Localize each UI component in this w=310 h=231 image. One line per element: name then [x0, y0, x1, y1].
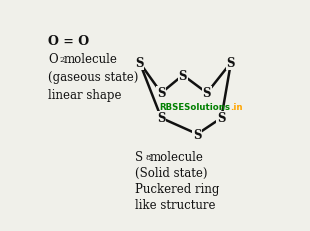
Text: S: S — [203, 87, 211, 100]
Text: molecule: molecule — [150, 150, 204, 163]
Text: .in: .in — [230, 102, 242, 111]
Text: 2: 2 — [59, 55, 64, 63]
Text: S: S — [217, 112, 226, 125]
Text: Puckered ring: Puckered ring — [135, 182, 219, 195]
Text: like structure: like structure — [135, 198, 215, 211]
Text: S: S — [157, 87, 166, 100]
Text: S: S — [179, 69, 187, 82]
Text: linear shape: linear shape — [48, 88, 122, 101]
Text: molecule: molecule — [64, 53, 117, 66]
Text: S: S — [135, 57, 144, 70]
Text: O = O: O = O — [48, 35, 90, 48]
Text: S: S — [135, 150, 143, 163]
Text: S: S — [193, 128, 202, 141]
Text: O: O — [48, 53, 58, 66]
Text: RBSESolutions: RBSESolutions — [159, 102, 230, 111]
Text: S: S — [157, 112, 166, 125]
Text: 8: 8 — [146, 153, 151, 161]
Text: S: S — [227, 57, 235, 70]
Text: (gaseous state): (gaseous state) — [48, 70, 139, 83]
Text: (Solid state): (Solid state) — [135, 167, 207, 179]
